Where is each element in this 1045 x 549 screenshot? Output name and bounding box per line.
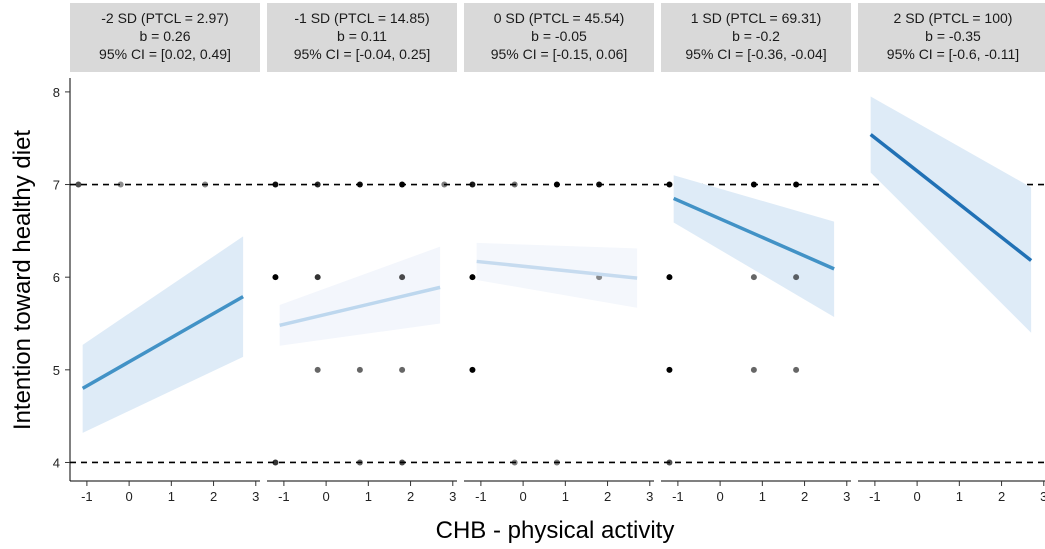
facet-strip-label: 95% CI = [-0.6, -0.11] [887, 46, 1019, 62]
data-point [272, 274, 279, 281]
regression-line [869, 133, 1033, 262]
x-tick-label: 2 [801, 489, 808, 504]
x-tick-label: 1 [365, 489, 372, 504]
data-point [666, 181, 673, 188]
x-tick-label: -1 [475, 489, 487, 504]
data-point [399, 366, 406, 373]
x-tick-label: 0 [519, 489, 526, 504]
data-point [441, 181, 448, 188]
data-point [469, 274, 476, 281]
data-point [793, 274, 800, 281]
facet-strip-label: b = 0.26 [140, 28, 191, 44]
x-tick-label: 2 [210, 489, 217, 504]
x-tick-label: 2 [998, 489, 1005, 504]
x-axis-title: CHB - physical activity [436, 517, 675, 544]
regression-line [476, 259, 638, 280]
data-point [399, 181, 406, 188]
y-tick-label: 6 [53, 270, 60, 285]
facet-strip [70, 3, 260, 72]
y-tick-label: 8 [53, 85, 60, 100]
confidence-band [673, 175, 835, 318]
y-axis-title: Intention toward healthy diet [9, 130, 36, 431]
data-point [314, 274, 321, 281]
data-point [666, 366, 673, 373]
facet-strip-label: b = -0.05 [531, 28, 587, 44]
y-tick-label: 4 [53, 455, 60, 470]
data-point [511, 459, 518, 466]
facet-strip-label: -2 SD (PTCL = 2.97) [101, 10, 228, 26]
facet-strip [267, 3, 457, 72]
facet-strip-label: -1 SD (PTCL = 14.85) [294, 10, 429, 26]
facet-strip-label: 0 SD (PTCL = 45.54) [494, 10, 625, 26]
data-point [793, 366, 800, 373]
data-point [314, 181, 321, 188]
data-point [750, 274, 757, 281]
x-tick-label: -1 [869, 489, 881, 504]
data-point [356, 181, 363, 188]
facet-strip-label: 1 SD (PTCL = 69.31) [691, 10, 822, 26]
data-point [399, 459, 406, 466]
data-point [750, 181, 757, 188]
data-point [272, 459, 279, 466]
confidence-band [82, 236, 244, 433]
x-tick-label: 3 [646, 489, 653, 504]
x-tick-label: 2 [407, 489, 414, 504]
data-point [553, 181, 560, 188]
data-point [553, 459, 560, 466]
x-tick-label: 3 [252, 489, 259, 504]
x-tick-label: 0 [913, 489, 920, 504]
x-tick-label: -1 [81, 489, 93, 504]
facet-strip-label: b = -0.35 [925, 28, 981, 44]
x-tick-label: 1 [759, 489, 766, 504]
data-point [117, 181, 124, 188]
x-tick-label: 0 [322, 489, 329, 504]
data-point [272, 181, 279, 188]
x-tick-label: 2 [604, 489, 611, 504]
data-point [314, 366, 321, 373]
x-tick-label: 1 [956, 489, 963, 504]
data-point [469, 366, 476, 373]
facet-strip-label: 95% CI = [0.02, 0.49] [99, 46, 231, 62]
data-point [511, 181, 518, 188]
data-point [356, 366, 363, 373]
x-tick-label: 0 [125, 489, 132, 504]
facet-strip-label: b = -0.2 [732, 28, 780, 44]
x-tick-label: 0 [716, 489, 723, 504]
facet-strip-label: 95% CI = [-0.04, 0.25] [294, 46, 431, 62]
regression-line [81, 295, 244, 390]
facet-strip-label: b = 0.11 [337, 28, 387, 44]
data-point [75, 181, 82, 188]
facet-strip [464, 3, 654, 72]
x-tick-label: 3 [1040, 489, 1045, 504]
facet-strip [661, 3, 851, 72]
x-tick-label: 1 [168, 489, 175, 504]
x-tick-label: 3 [843, 489, 850, 504]
data-point [596, 181, 603, 188]
x-tick-label: -1 [278, 489, 290, 504]
x-tick-label: -1 [672, 489, 684, 504]
y-tick-label: 5 [53, 363, 60, 378]
y-tick-label: 7 [53, 178, 60, 193]
data-point [356, 459, 363, 466]
regression-line [672, 196, 835, 271]
data-point [469, 181, 476, 188]
regression-line [279, 285, 441, 328]
confidence-band [279, 246, 441, 346]
data-point [202, 181, 209, 188]
data-point [750, 366, 757, 373]
facet-strip-label: 95% CI = [-0.36, -0.04] [685, 46, 826, 62]
facet-strip-label: 95% CI = [-0.15, 0.06] [491, 46, 628, 62]
confidence-band [870, 96, 1032, 333]
confidence-band [476, 242, 638, 308]
facet-strip [858, 3, 1045, 72]
data-point [399, 274, 406, 281]
data-point [666, 459, 673, 466]
facet-strip-label: 2 SD (PTCL = 100) [894, 10, 1013, 26]
data-point [793, 181, 800, 188]
x-tick-label: 1 [562, 489, 569, 504]
data-point [666, 274, 673, 281]
x-tick-label: 3 [449, 489, 456, 504]
